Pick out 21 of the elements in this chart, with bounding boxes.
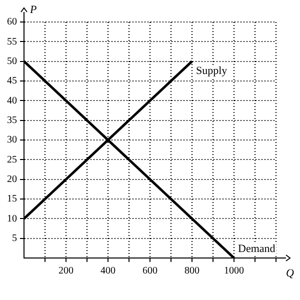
x-tick-label: 800 <box>184 266 200 277</box>
y-tick-label: 15 <box>7 194 17 205</box>
y-tick-label: 55 <box>7 36 17 48</box>
y-tick-label: 45 <box>7 76 17 87</box>
y-tick-label: 30 <box>7 134 17 146</box>
y-tick-label: 60 <box>7 16 17 28</box>
series-label: Supply <box>196 65 228 78</box>
y-tick-label: 25 <box>7 154 17 166</box>
y-tick-label: 40 <box>7 95 17 106</box>
y-tick-label: 10 <box>7 213 17 224</box>
x-axis-title: Q <box>286 267 294 280</box>
x-tick-label: 1000 <box>224 266 244 277</box>
x-tick-label: 600 <box>142 266 158 277</box>
x-tick-label: 400 <box>100 266 116 277</box>
y-tick-label: 50 <box>7 56 17 67</box>
x-tick-label: 200 <box>58 266 74 277</box>
series-label: Demand <box>238 242 276 255</box>
y-tick-label: 35 <box>7 114 17 126</box>
y-axis-title: P <box>29 4 37 16</box>
y-tick-label: 20 <box>7 174 17 185</box>
y-tick-label: 5 <box>12 232 17 244</box>
